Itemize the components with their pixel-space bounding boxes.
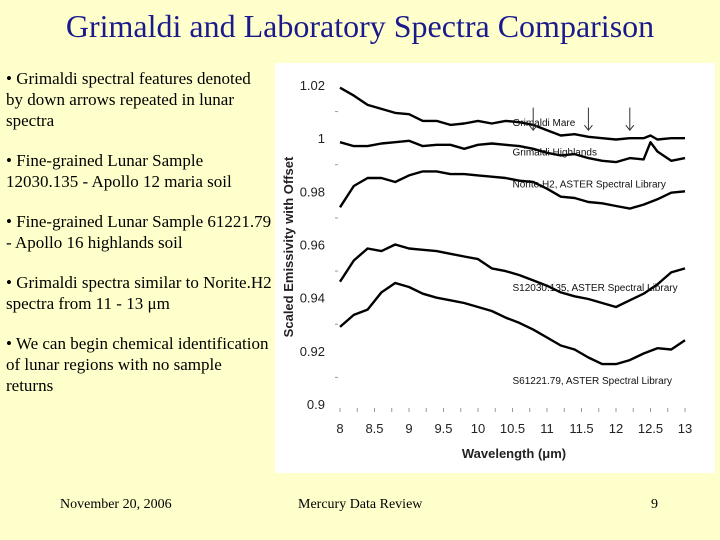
y-tick-label: 1 (318, 131, 325, 146)
x-tick-label: 9.5 (434, 421, 452, 436)
down-arrow-icon (584, 107, 593, 131)
feature-arrows (528, 107, 635, 131)
y-tick-label: 0.9 (307, 397, 325, 412)
footer-center: Mercury Data Review (298, 497, 423, 512)
series-label-2: Norite.H2, ASTER Spectral Library (513, 179, 666, 190)
series-lines (338, 86, 686, 366)
series-labels: Grimaldi Mare Grimaldi Highlands Norite.H2… (513, 118, 678, 387)
x-tick-label: 9 (405, 421, 412, 436)
bullet-sample-61221: • Fine-grained Lunar Sample 61221.79 - A… (6, 212, 272, 252)
x-tick-label: 11 (540, 421, 554, 436)
spectra-chart: Scaled Emissivity with Offset 0.90.920.9… (275, 63, 715, 473)
series-label-1: Grimaldi Highlands (513, 147, 597, 158)
bullet-sample-12030: • Fine-grained Lunar Sample 12030.135 - … (6, 151, 232, 191)
bullet-chemical-identification: • We can begin chemical identification o… (6, 334, 269, 395)
x-tick-label: 12.5 (638, 421, 663, 436)
down-arrow-icon (625, 107, 635, 131)
series-label-0: Grimaldi Mare (513, 118, 576, 129)
y-tick-label: 0.96 (300, 238, 325, 253)
x-axis-dots (339, 408, 686, 412)
y-axis-label: Scaled Emissivity with Offset (281, 156, 296, 337)
footer-date: November 20, 2006 (60, 497, 172, 512)
series-line-4 (339, 281, 686, 366)
series-line-2 (338, 170, 686, 210)
x-tick-label: 8.5 (365, 421, 383, 436)
bullet-list: • Grimaldi spectral features denoted by … (6, 68, 272, 415)
slide-title: Grimaldi and Laboratory Spectra Comparis… (65, 8, 655, 44)
bullet-norite-similarity: • Grimaldi spectra similar to Norite.H2 … (6, 273, 272, 313)
x-tick-label: 10.5 (500, 421, 525, 436)
down-arrow-icon (528, 107, 538, 131)
series-label-3: S12030.135, ASTER Spectral Library (513, 283, 678, 294)
x-tick-label: 11.5 (569, 421, 593, 436)
x-tick-labels: 8 8.5 9 9.5 10 10.5 11 11.5 12 12.5 13 (336, 421, 692, 436)
x-axis-label: Wavelength (μm) (462, 446, 566, 461)
page-number: 9 (651, 497, 658, 512)
y-tick-label: 1.02 (300, 78, 325, 93)
x-tick-label: 13 (678, 421, 692, 436)
y-tick-label: 0.98 (300, 184, 325, 199)
y-tick-label: 0.94 (300, 291, 325, 306)
x-tick-label: 10 (471, 421, 485, 436)
series-label-4: S61221.79, ASTER Spectral Library (513, 376, 673, 387)
x-tick-label: 12 (609, 421, 623, 436)
bullet-grimaldi-features: • Grimaldi spectral features denoted by … (6, 69, 251, 130)
x-tick-label: 8 (336, 421, 343, 436)
y-tick-labels: 0.9 0.92 0.94 0.96 0.98 1 1.02 (300, 78, 338, 412)
series-line-0 (339, 86, 685, 141)
series-line-1 (339, 139, 686, 164)
y-tick-label: 0.92 (300, 344, 325, 359)
series-line-3 (338, 243, 686, 309)
